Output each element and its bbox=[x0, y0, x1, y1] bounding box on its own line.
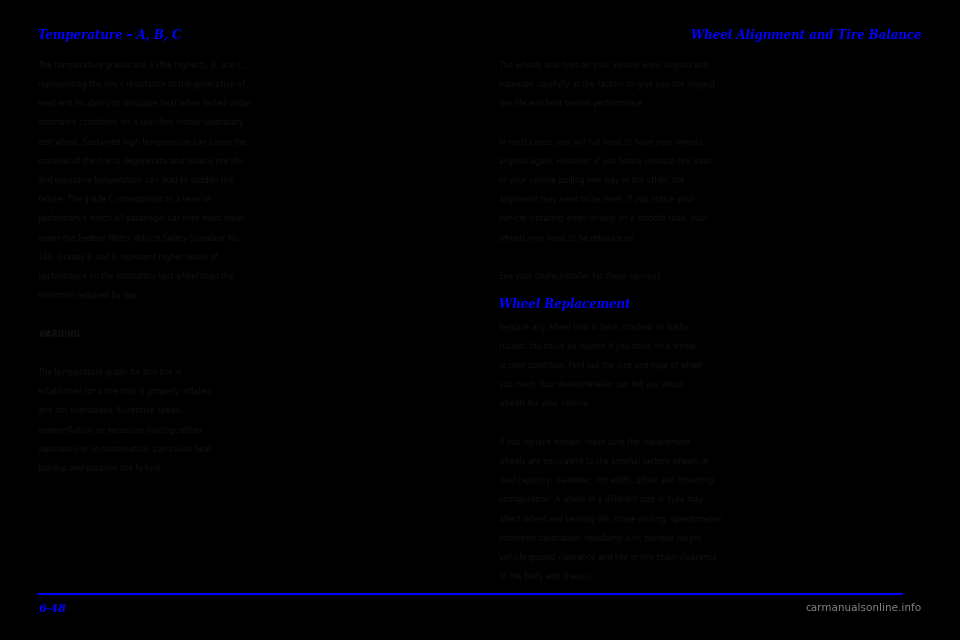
Text: test wheel. Sustained high temperature can cause the: test wheel. Sustained high temperature c… bbox=[38, 138, 247, 147]
Text: 109. Grades B and A represent higher levels of: 109. Grades B and A represent higher lev… bbox=[38, 253, 218, 262]
Text: buildup and possible tire failure.: buildup and possible tire failure. bbox=[38, 464, 163, 473]
Text: performance on the laboratory test wheel than the: performance on the laboratory test wheel… bbox=[38, 272, 234, 281]
Text: and not overloaded. Excessive speed,: and not overloaded. Excessive speed, bbox=[38, 406, 183, 415]
Text: 6-48: 6-48 bbox=[38, 603, 66, 614]
Text: carmanualsonline.info: carmanualsonline.info bbox=[805, 603, 922, 613]
Text: rusted. You could be injured if you drive on a wheel: rusted. You could be injured if you driv… bbox=[499, 342, 696, 351]
Text: vehicle ground clearance and tire or tire chain clearance: vehicle ground clearance and tire or tir… bbox=[499, 553, 717, 562]
Text: configuration. A wheel of a different size or type may: configuration. A wheel of a different si… bbox=[499, 495, 704, 504]
Text: separately or in combination, can cause heat: separately or in combination, can cause … bbox=[38, 445, 212, 454]
Text: If you replace wheels, make sure the replacement: If you replace wheels, make sure the rep… bbox=[499, 438, 691, 447]
Text: Replace any wheel that is bent, cracked, or badly: Replace any wheel that is bent, cracked,… bbox=[499, 323, 688, 332]
Text: odometer calibration, headlamp aim, bumper height,: odometer calibration, headlamp aim, bump… bbox=[499, 534, 704, 543]
Text: you need. Your dealer/retailer can tell you about: you need. Your dealer/retailer can tell … bbox=[499, 380, 684, 389]
Text: affect wheel and bearing life, brake cooling, speedometer/: affect wheel and bearing life, brake coo… bbox=[499, 515, 724, 524]
Text: wheels for your vehicle.: wheels for your vehicle. bbox=[499, 399, 590, 408]
Text: minimum required by law.: minimum required by law. bbox=[38, 291, 138, 300]
Text: and excessive temperature can lead to sudden tire: and excessive temperature can lead to su… bbox=[38, 176, 234, 185]
Text: under the Federal Motor Vehicle Safety Standard No.: under the Federal Motor Vehicle Safety S… bbox=[38, 234, 240, 243]
Text: balanced carefully at the factory to give you the longest: balanced carefully at the factory to giv… bbox=[499, 80, 715, 89]
Text: representing the tire’s resistance to the generation of: representing the tire’s resistance to th… bbox=[38, 80, 245, 89]
Text: established for a tire that is properly inflated: established for a tire that is properly … bbox=[38, 387, 211, 396]
Text: to the body and chassis.: to the body and chassis. bbox=[499, 572, 593, 581]
Text: The temperature grade for this tire is: The temperature grade for this tire is bbox=[38, 368, 181, 377]
Text: Wheel Alignment and Tire Balance: Wheel Alignment and Tire Balance bbox=[691, 29, 922, 42]
Text: tire life and best overall performance.: tire life and best overall performance. bbox=[499, 99, 645, 108]
Text: See your dealer/retailer for these services.: See your dealer/retailer for these servi… bbox=[499, 272, 663, 281]
Text: aligned again. However, if you notice unusual tire wear: aligned again. However, if you notice un… bbox=[499, 157, 711, 166]
Text: WARNING:: WARNING: bbox=[38, 330, 84, 339]
Text: in poor condition. Find out the size and type of wheel: in poor condition. Find out the size and… bbox=[499, 361, 703, 370]
Text: material of the tire to degenerate and reduce tire life,: material of the tire to degenerate and r… bbox=[38, 157, 246, 166]
Text: or your vehicle pulling one way or the other, the: or your vehicle pulling one way or the o… bbox=[499, 176, 684, 185]
Text: The wheels and tires on your vehicle were aligned and: The wheels and tires on your vehicle wer… bbox=[499, 61, 708, 70]
Text: heat and its ability to dissipate heat when tested under: heat and its ability to dissipate heat w… bbox=[38, 99, 252, 108]
Text: underinflation, or excessive loading, either: underinflation, or excessive loading, ei… bbox=[38, 426, 203, 435]
Text: Wheel Replacement: Wheel Replacement bbox=[499, 298, 631, 310]
Text: performance which all passenger car tires must meet: performance which all passenger car tire… bbox=[38, 214, 244, 223]
Text: wheels are equivalent to the original factory wheels in: wheels are equivalent to the original fa… bbox=[499, 457, 708, 466]
Text: wheels may need to be rebalanced.: wheels may need to be rebalanced. bbox=[499, 234, 636, 243]
Text: The temperature grades are A (the highest), B, and C,: The temperature grades are A (the highes… bbox=[38, 61, 246, 70]
Text: Temperature – A, B, C: Temperature – A, B, C bbox=[38, 29, 181, 42]
Text: alignment may need to be reset. If you notice your: alignment may need to be reset. If you n… bbox=[499, 195, 694, 204]
Text: load capacity, diameter, rim width, offset and mounting: load capacity, diameter, rim width, offs… bbox=[499, 476, 714, 485]
Text: controlled conditions on a specified indoor laboratory: controlled conditions on a specified ind… bbox=[38, 118, 244, 127]
Text: In most cases, you will not need to have your wheels: In most cases, you will not need to have… bbox=[499, 138, 702, 147]
Text: vehicle vibrating when driving on a smooth road, your: vehicle vibrating when driving on a smoo… bbox=[499, 214, 708, 223]
Text: failure. The grade C corresponds to a level of: failure. The grade C corresponds to a le… bbox=[38, 195, 211, 204]
